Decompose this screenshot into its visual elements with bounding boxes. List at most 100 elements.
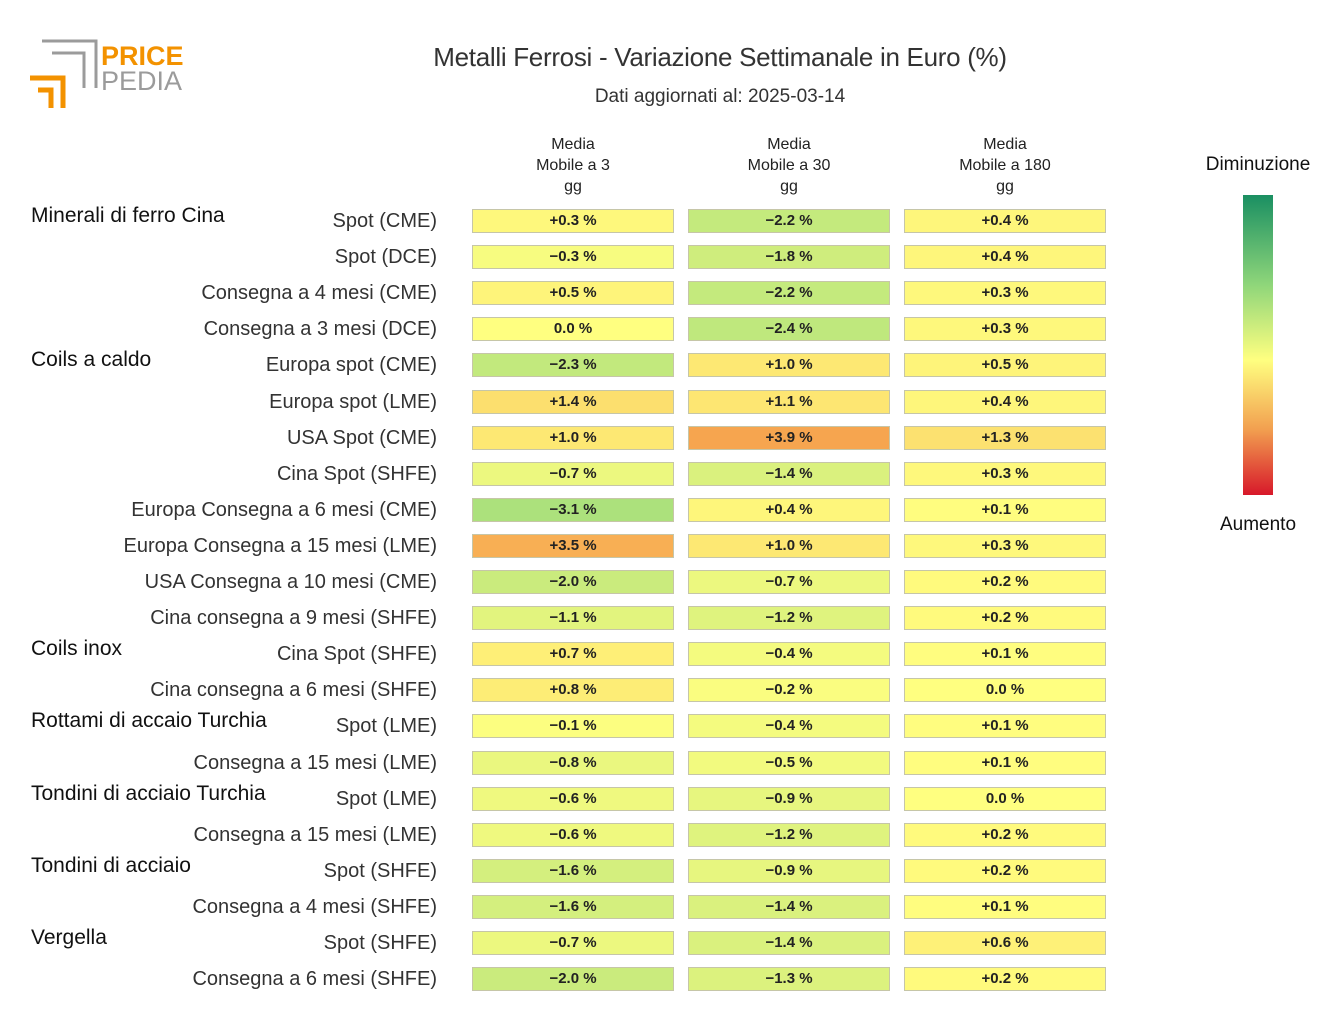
heatmap-cell: −2.2 %: [688, 209, 890, 233]
heatmap-cell: −1.6 %: [472, 894, 674, 919]
group-label: Tondini di acciaio: [31, 853, 191, 877]
heatmap-cell: +0.1 %: [904, 497, 1106, 522]
heatmap-cell: +0.3 %: [904, 461, 1106, 486]
legend-top-label: Diminuzione: [1205, 154, 1311, 175]
heatmap-cell: +0.8 %: [472, 678, 674, 703]
row-label: Europa Consegna a 15 mesi (LME): [123, 534, 438, 557]
row-label: Europa spot (CME): [265, 354, 437, 377]
heatmap-cell: −0.7 %: [688, 570, 890, 594]
heatmap-cell: +3.9 %: [688, 425, 890, 450]
heatmap-cell: −3.1 %: [472, 497, 674, 522]
heatmap-cell: −0.4 %: [688, 642, 890, 667]
heatmap-cell: −1.8 %: [688, 245, 890, 270]
heatmap-cell: +0.1 %: [904, 750, 1106, 775]
heatmap-cell: −2.0 %: [472, 570, 674, 594]
heatmap-cell: +1.3 %: [904, 425, 1106, 450]
row-label: Cina Spot (SHFE): [276, 643, 437, 666]
heatmap-cell: +0.1 %: [904, 642, 1106, 667]
chart-subtitle: Dati aggiornati al: 2025-03-14: [594, 86, 846, 107]
heatmap-cell: +0.3 %: [472, 209, 674, 233]
chart-title: Metalli Ferrosi - Variazione Settimanale…: [433, 42, 1007, 72]
column-header: Media Mobile a 30 gg: [747, 136, 831, 195]
heatmap-cell: −0.1 %: [472, 714, 674, 739]
heatmap-cell: −1.4 %: [688, 461, 890, 486]
heatmap-cell: −2.3 %: [472, 353, 674, 378]
heatmap-cell: +1.0 %: [688, 353, 890, 378]
heatmap-cell: +0.4 %: [904, 209, 1106, 233]
heatmap-cell: −1.3 %: [688, 967, 890, 992]
heatmap-cell: −0.5 %: [688, 750, 890, 775]
heatmap-cell: −0.6 %: [472, 786, 674, 811]
row-label: USA Spot (CME): [286, 426, 437, 449]
row-label: Spot (CME): [332, 210, 437, 232]
row-label: Cina consegna a 6 mesi (SHFE): [150, 679, 437, 702]
row-label: Consegna a 15 mesi (LME): [193, 751, 437, 774]
legend-bottom-label: Aumento: [1219, 514, 1297, 535]
heatmap-cell: +1.0 %: [688, 533, 890, 558]
heatmap-cell: +0.5 %: [904, 353, 1106, 378]
group-label: Coils inox: [31, 637, 123, 661]
row-label: Consegna a 3 mesi (DCE): [203, 318, 437, 341]
row-label: Consegna a 4 mesi (CME): [201, 282, 437, 305]
heatmap-cell: +0.4 %: [904, 389, 1106, 414]
heatmap-cell: −1.2 %: [688, 822, 890, 847]
heatmap-cell: −0.3 %: [472, 245, 674, 270]
heatmap-cell: +0.2 %: [904, 858, 1106, 883]
row-label: Spot (SHFE): [323, 859, 437, 882]
row-label: USA Consegna a 10 mesi (CME): [144, 571, 437, 593]
row-label: Europa Consegna a 6 mesi (CME): [131, 498, 437, 521]
heatmap-cell: +0.3 %: [904, 533, 1106, 558]
heatmap-cell: −2.2 %: [688, 281, 890, 306]
heatmap-cell: 0.0 %: [472, 317, 674, 342]
row-label: Consegna a 15 mesi (LME): [193, 823, 437, 846]
logo-text-pedia: PEDIA: [101, 66, 182, 96]
row-label: Spot (DCE): [334, 246, 437, 269]
heatmap-cell: 0.0 %: [904, 786, 1106, 811]
heatmap-cell: +0.1 %: [904, 714, 1106, 739]
heatmap-cell: −1.4 %: [688, 894, 890, 919]
heatmap-cell: −0.9 %: [688, 858, 890, 883]
group-label: Coils a caldo: [31, 348, 152, 372]
heatmap-cell: +1.4 %: [472, 389, 674, 414]
group-label: Vergella: [31, 926, 107, 949]
heatmap-cell: +0.3 %: [904, 281, 1106, 306]
heatmap-cell: +0.3 %: [904, 317, 1106, 342]
pricepedia-logo: PRICE PEDIA: [30, 39, 184, 108]
heatmap-cell: 0.0 %: [904, 678, 1106, 703]
heatmap-cell: +0.5 %: [472, 281, 674, 306]
heatmap-cell: +1.0 %: [472, 425, 674, 450]
heatmap-cell: +0.2 %: [904, 967, 1106, 992]
heatmap-cell: +3.5 %: [472, 533, 674, 558]
heatmap-cell: −2.0 %: [472, 967, 674, 992]
heatmap-cell: −1.1 %: [472, 606, 674, 631]
heatmap-cell: −0.4 %: [688, 714, 890, 739]
row-label: Consegna a 6 mesi (SHFE): [192, 968, 437, 991]
heatmap-cell: −0.9 %: [688, 786, 890, 811]
heatmap-cell: −0.6 %: [472, 822, 674, 847]
row-label: Cina consegna a 9 mesi (SHFE): [150, 607, 437, 630]
heatmap-cell: −1.4 %: [688, 931, 890, 955]
heatmap-cell: −2.4 %: [688, 317, 890, 342]
row-label: Spot (LME): [335, 787, 437, 810]
heatmap-cell: +0.2 %: [904, 822, 1106, 847]
heatmap-cell: +0.6 %: [904, 931, 1106, 955]
heatmap-cell: +0.4 %: [688, 497, 890, 522]
group-label: Minerali di ferro Cina: [31, 204, 225, 227]
heatmap-cell: +0.2 %: [904, 606, 1106, 631]
column-header: Media Mobile a 180 gg: [959, 136, 1051, 195]
heatmap-cell: −0.7 %: [472, 461, 674, 486]
heatmap-cell: −0.8 %: [472, 750, 674, 775]
row-label: Cina Spot (SHFE): [276, 462, 437, 485]
heatmap-cell: −0.7 %: [472, 931, 674, 955]
heatmap-cell: +0.2 %: [904, 570, 1106, 594]
column-header: Media Mobile a 3 gg: [536, 136, 610, 195]
row-label: Spot (LME): [335, 715, 437, 738]
row-label: Consegna a 4 mesi (SHFE): [192, 895, 437, 918]
heatmap-cell: +0.1 %: [904, 894, 1106, 919]
heatmap-cell: −1.2 %: [688, 606, 890, 631]
heatmap-cell: +0.4 %: [904, 245, 1106, 270]
legend-color-scale: [1243, 195, 1273, 495]
group-label: Tondini di acciaio Turchia: [31, 781, 266, 805]
heatmap-cell: +1.1 %: [688, 389, 890, 414]
row-label: Europa spot (LME): [269, 390, 437, 413]
